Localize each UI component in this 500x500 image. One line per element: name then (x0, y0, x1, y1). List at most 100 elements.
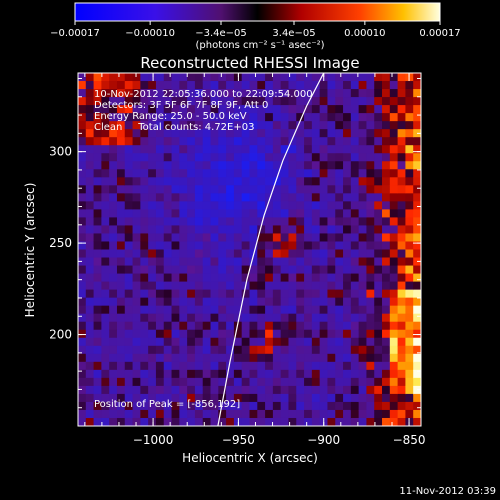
heatmap-cell (132, 233, 141, 243)
heatmap-cell (288, 345, 297, 355)
heatmap-cell (280, 209, 290, 219)
heatmap-cell (311, 241, 321, 251)
heatmap-cell (241, 345, 251, 355)
heatmap-cell (257, 225, 266, 235)
heatmap-cell (202, 377, 212, 387)
heatmap-cell (374, 401, 383, 411)
heatmap-cell (124, 121, 134, 130)
heatmap-cell (272, 137, 282, 146)
heatmap-cell (350, 289, 360, 299)
heatmap-cell (78, 297, 87, 307)
heatmap-cell (109, 265, 118, 275)
heatmap-cell (397, 417, 407, 426)
heatmap-cell (101, 153, 110, 162)
heatmap-cell (249, 273, 258, 283)
heatmap-cell (382, 185, 391, 194)
heatmap-cell (257, 185, 266, 194)
heatmap-cell (163, 177, 173, 186)
heatmap-cell (140, 113, 149, 122)
heatmap-cell (296, 281, 305, 291)
heatmap-cell (335, 265, 344, 275)
heatmap-cell (288, 73, 297, 82)
heatmap-cell (109, 193, 118, 202)
heatmap-cell (241, 369, 251, 379)
heatmap-cell (194, 185, 204, 194)
heatmap-cell (171, 153, 180, 162)
heatmap-cell (319, 137, 329, 146)
heatmap-cell (93, 353, 102, 363)
heatmap-cell (265, 153, 274, 162)
heatmap-cell (389, 225, 399, 235)
heatmap-cells (78, 73, 421, 426)
heatmap-cell (202, 81, 212, 90)
heatmap-cell (241, 177, 251, 186)
heatmap-cell (93, 193, 102, 202)
heatmap-cell (148, 401, 157, 411)
heatmap-cell (241, 161, 251, 170)
heatmap-cell (140, 401, 149, 411)
heatmap-cell (319, 97, 329, 106)
heatmap-cell (413, 121, 421, 130)
heatmap-cell (226, 193, 235, 202)
heatmap-cell (265, 313, 274, 323)
heatmap-cell (311, 281, 321, 291)
heatmap-cell (148, 97, 157, 106)
heatmap-cell (319, 401, 329, 411)
heatmap-cell (148, 273, 157, 283)
heatmap-cell (226, 369, 235, 379)
heatmap-cell (210, 361, 219, 371)
heatmap-cell (163, 81, 173, 90)
heatmap-cell (327, 225, 336, 235)
heatmap-cell (265, 89, 274, 98)
heatmap-cell (249, 401, 258, 411)
heatmap-cell (280, 313, 290, 323)
heatmap-cell (85, 345, 95, 355)
heatmap-cell (78, 161, 87, 170)
heatmap-cell (124, 265, 134, 275)
heatmap-cell (171, 233, 180, 243)
heatmap-cell (343, 217, 352, 227)
heatmap-cell (335, 193, 344, 202)
heatmap-cell (358, 185, 368, 194)
heatmap-cell (288, 113, 297, 122)
heatmap-cell (304, 241, 313, 251)
heatmap-cell (265, 193, 274, 202)
heatmap-cell (304, 377, 313, 387)
heatmap-cell (366, 193, 375, 202)
heatmap-cell (116, 289, 126, 299)
heatmap-cell (132, 281, 141, 291)
heatmap-cell (85, 153, 95, 162)
heatmap-cell (374, 305, 383, 315)
solar-limb-line (217, 73, 325, 426)
heatmap-cell (155, 337, 165, 347)
heatmap-cell (233, 273, 243, 283)
heatmap-cell (218, 249, 227, 259)
heatmap-cell (210, 329, 219, 339)
heatmap-cell (93, 281, 102, 291)
heatmap-cell (288, 417, 297, 426)
heatmap-cell (265, 361, 274, 371)
heatmap-cell (327, 281, 336, 291)
heatmap-cell (93, 305, 102, 315)
heatmap-cell (93, 241, 102, 251)
heatmap-cell (93, 321, 102, 331)
heatmap-cell (163, 113, 173, 122)
heatmap-cell (132, 377, 141, 387)
heatmap-cell (187, 97, 196, 106)
heatmap-cell (132, 153, 141, 162)
heatmap-cell (187, 393, 196, 403)
heatmap-cell (85, 97, 95, 106)
heatmap-cell (85, 297, 95, 307)
heatmap-cell (288, 225, 297, 235)
heatmap-cell (109, 385, 118, 395)
heatmap-cell (132, 249, 141, 259)
heatmap-cell (85, 313, 95, 323)
heatmap-cell (226, 329, 235, 339)
heatmap-cell (382, 369, 391, 379)
heatmap-cell (335, 185, 344, 194)
heatmap-cell (335, 329, 344, 339)
heatmap-cell (327, 329, 336, 339)
heatmap-cell (265, 273, 274, 283)
heatmap-cell (405, 353, 414, 363)
heatmap-cell (343, 337, 352, 347)
